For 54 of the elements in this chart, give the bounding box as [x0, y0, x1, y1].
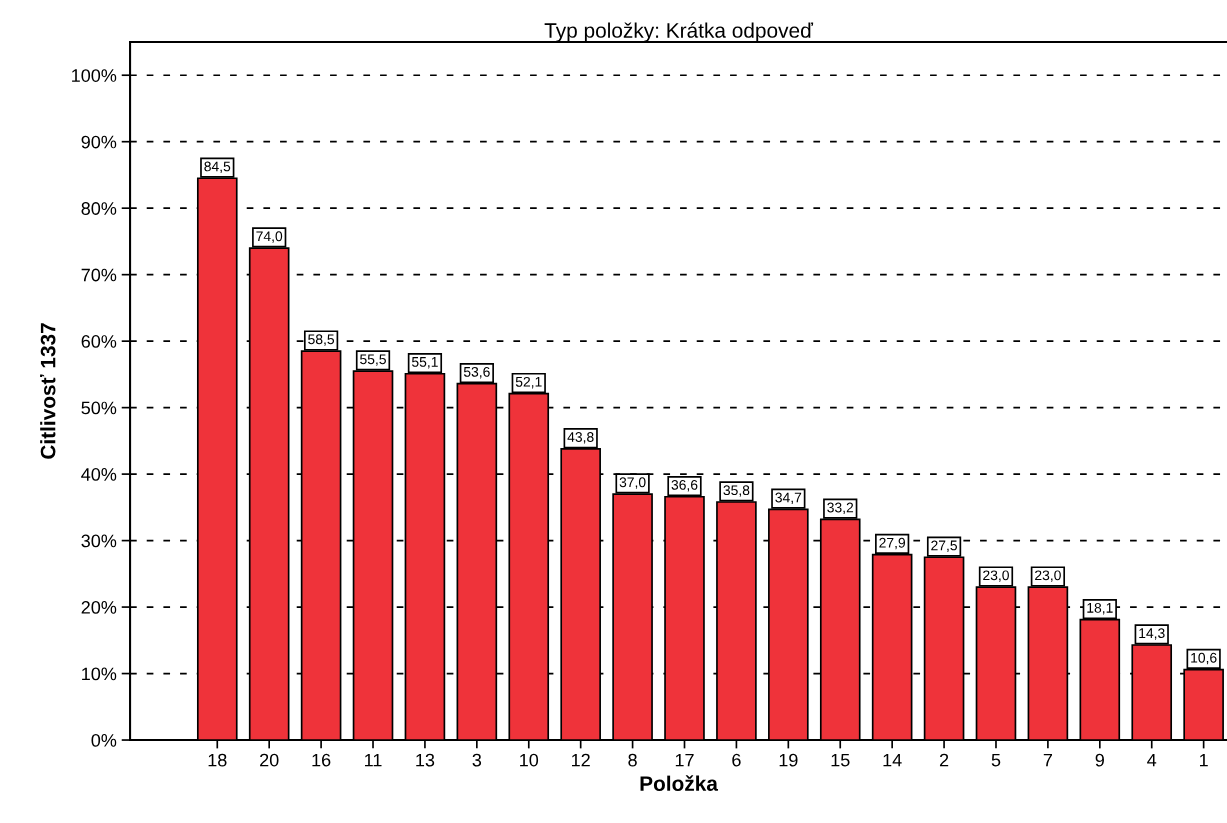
x-tick-label: 13 [416, 753, 435, 767]
data-label: 53,6 [463, 366, 490, 379]
data-label: 55,5 [360, 354, 386, 366]
x-tick-label: 1 [1200, 753, 1208, 767]
y-tick-label: 20% [81, 601, 117, 614]
x-tick-label: 20 [260, 753, 279, 767]
data-label: 36,6 [671, 479, 698, 492]
data-label: 37,0 [619, 477, 646, 489]
data-label: 33,2 [827, 502, 854, 515]
y-tick-label: 30% [81, 534, 117, 548]
x-axis-title: Položka [640, 775, 719, 791]
y-tick-label: 100% [72, 69, 117, 82]
y-tick-label: 80% [81, 202, 117, 215]
data-label: 52,1 [515, 376, 542, 389]
y-tick-label: 40% [81, 468, 117, 481]
data-label: 55,1 [411, 357, 438, 369]
y-tick-label: 10% [82, 667, 117, 681]
x-tick-label: 2 [939, 753, 949, 767]
y-tick-label: 90% [81, 135, 117, 149]
y-tick-label: 70% [81, 268, 117, 282]
x-tick-label: 19 [779, 753, 798, 767]
data-label: 23,0 [1035, 570, 1061, 582]
x-tick-label: 5 [991, 753, 1001, 767]
x-tick-label: 11 [365, 753, 382, 767]
y-tick-label: 60% [81, 335, 117, 348]
data-label: 14,3 [1139, 628, 1165, 640]
x-tick-label: 12 [572, 753, 590, 767]
data-label: 84,5 [204, 161, 231, 173]
y-axis-title: Citlivosť 1337 [40, 323, 56, 459]
data-label: 35,8 [723, 485, 750, 497]
x-tick-label: 6 [732, 753, 741, 767]
y-tick-label: 0% [91, 733, 117, 747]
x-tick-label: 3 [472, 753, 482, 767]
data-label: 10,6 [1191, 652, 1217, 665]
data-label: 23,0 [983, 570, 1009, 582]
data-label: 27,5 [931, 540, 957, 552]
x-tick-label: 4 [1147, 753, 1157, 767]
x-tick-label: 10 [520, 753, 539, 767]
data-label: 74,0 [256, 231, 283, 243]
data-label: 43,8 [567, 432, 594, 444]
data-label: 34,7 [775, 492, 802, 505]
y-tick-label: 50% [81, 401, 117, 415]
data-label: 27,9 [879, 537, 906, 550]
x-tick-label: 16 [312, 753, 331, 767]
x-tick-label: 9 [1095, 753, 1104, 767]
x-tick-label: 8 [628, 753, 637, 767]
data-label: 18,1 [1087, 602, 1113, 615]
chart-title: Typ položky: Krátka odpoveď [544, 22, 814, 42]
x-tick-label: 17 [675, 753, 694, 767]
x-tick-label: 18 [208, 753, 227, 767]
data-label: 58,5 [308, 334, 335, 346]
x-tick-label: 7 [1043, 753, 1053, 767]
x-tick-label: 14 [883, 753, 902, 767]
x-tick-label: 15 [831, 753, 850, 767]
